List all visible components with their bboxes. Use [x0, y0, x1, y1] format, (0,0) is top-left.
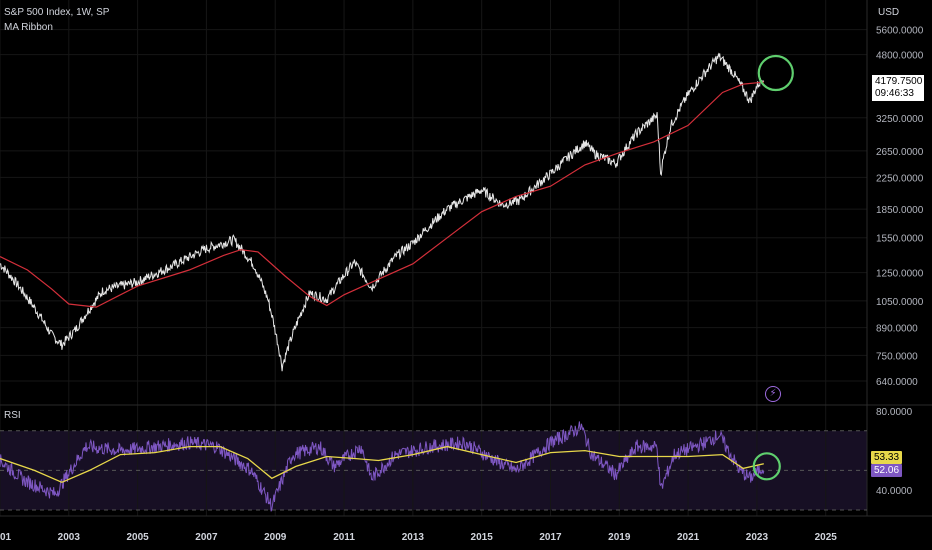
- time-axis-tick-label: 2021: [677, 532, 700, 543]
- time-axis-tick-label: 2009: [264, 532, 287, 543]
- time-axis-tick-label: 2017: [539, 532, 562, 543]
- rsi-ma-value-tag: 53.33: [871, 451, 903, 464]
- current-price: 4179.7500: [875, 76, 923, 87]
- price-series-line: [0, 52, 765, 372]
- highlight-circle-rsi: [752, 452, 781, 481]
- indicator-label[interactable]: MA Ribbon: [4, 22, 53, 33]
- rsi-ma-line: [0, 445, 764, 484]
- price-axis-tick-label: 1050.0000: [876, 297, 924, 308]
- rsi-value-tag: 52.06: [871, 464, 903, 477]
- price-axis-tick-label: 750.0000: [876, 351, 918, 362]
- time-axis-tick-label: 2005: [126, 532, 149, 543]
- symbol-title[interactable]: S&P 500 Index, 1W, SP: [4, 7, 110, 18]
- price-axis-tick-label: 4800.0000: [876, 51, 924, 62]
- highlight-circle-price: [757, 54, 794, 92]
- ma-ribbon-line: [0, 81, 764, 308]
- rsi-series-line: [0, 421, 765, 512]
- price-box: 4179.7500 09:46:33: [872, 75, 924, 101]
- currency-label: USD: [878, 7, 900, 18]
- time-axis-tick-label: 2007: [195, 532, 218, 543]
- time-axis-tick-label: 2025: [815, 532, 838, 543]
- time-axis-tick-label: 2011: [333, 532, 355, 543]
- rsi-title[interactable]: RSI: [4, 410, 21, 421]
- price-axis-tick-label: 3250.0000: [876, 114, 924, 125]
- price-axis-tick-label: 1550.0000: [876, 234, 924, 245]
- time-axis-tick-label: 2001: [0, 532, 12, 543]
- time-axis-tick-label: 2023: [746, 532, 769, 543]
- time-axis-tick-label: 2013: [402, 532, 425, 543]
- price-axis-tick-label: 1850.0000: [876, 205, 924, 216]
- time-axis-tick-label: 2019: [608, 532, 631, 543]
- rsi-axis-tick-label: 40.0000: [876, 486, 913, 497]
- bar-countdown: 09:46:33: [875, 88, 914, 99]
- price-axis-tick-label: 5600.0000: [876, 26, 924, 37]
- price-axis-tick-label: 2250.0000: [876, 173, 924, 184]
- time-axis-tick-label: 2003: [58, 532, 81, 543]
- price-axis-tick-label: 890.0000: [876, 324, 918, 335]
- lightning-icon[interactable]: ⚡: [765, 386, 781, 402]
- rsi-axis-tick-label: 80.0000: [876, 407, 913, 418]
- price-axis-tick-label: 2650.0000: [876, 147, 924, 158]
- price-axis-tick-label: 640.0000: [876, 377, 918, 388]
- time-axis-tick-label: 2015: [471, 532, 494, 543]
- price-axis-tick-label: 1250.0000: [876, 269, 924, 280]
